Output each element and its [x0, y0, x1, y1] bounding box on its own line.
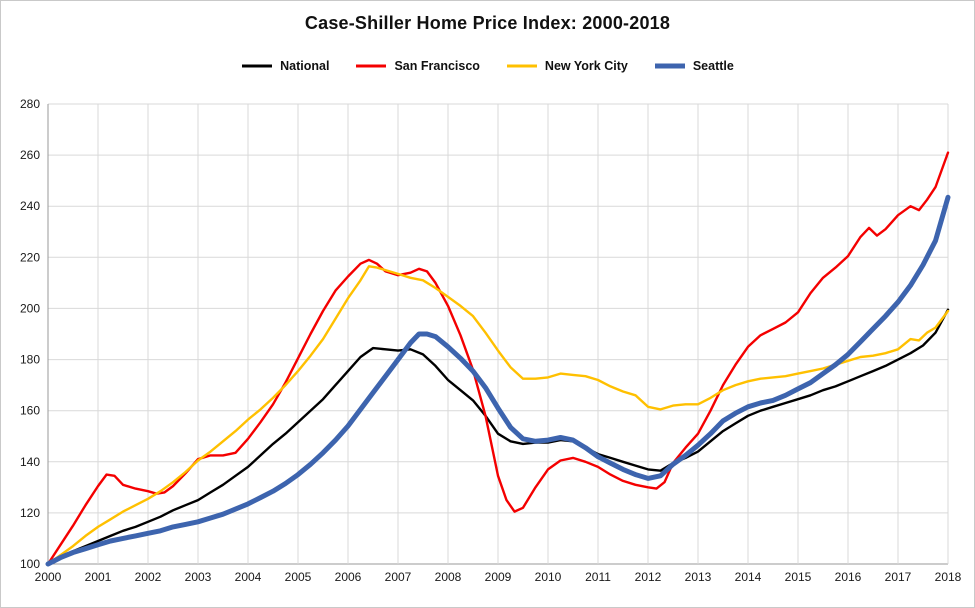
series-line-new-york-city — [46, 265, 950, 566]
chart-legend: National San Francisco New York City Seattl… — [1, 59, 974, 73]
y-tick-label: 100 — [20, 557, 40, 571]
chart-title: Case-Shiller Home Price Index: 2000-2018 — [304, 13, 671, 33]
x-tick-label: 2009 — [485, 570, 512, 584]
legend-swatch-seattle — [654, 63, 685, 69]
legend-label-seattle: Seattle — [692, 59, 734, 73]
x-tick-label: 2002 — [135, 570, 162, 584]
x-tick-label: 2017 — [885, 570, 912, 584]
x-tick-label: 2001 — [85, 570, 112, 584]
y-tick-label: 220 — [20, 250, 40, 264]
y-tick-label: 240 — [20, 199, 40, 213]
legend-item-san-francisco: San Francisco — [355, 59, 480, 73]
chart-plot-area: 100 120 140 160 180 200 220 240 260 280 2000 2001 20… — [20, 97, 962, 584]
series-line-national — [46, 308, 950, 566]
x-tick-label: 2003 — [185, 570, 212, 584]
legend-label-san-francisco: San Francisco — [394, 59, 480, 73]
x-tick-label: 2012 — [635, 570, 662, 584]
x-tick-label: 2015 — [785, 570, 812, 584]
x-tick-label: 2014 — [735, 570, 762, 584]
series-line-seattle — [45, 194, 951, 567]
y-tick-label: 120 — [20, 506, 40, 520]
y-tick-label: 200 — [20, 301, 40, 315]
y-tick-label: 260 — [20, 148, 40, 162]
legend-label-new-york-city: New York City — [544, 59, 628, 73]
y-tick-label: 160 — [20, 404, 40, 418]
x-tick-label: 2000 — [35, 570, 62, 584]
legend-item-national: National — [241, 59, 329, 73]
x-tick-label: 2004 — [235, 570, 262, 584]
legend-item-seattle: Seattle — [654, 59, 734, 73]
x-tick-label: 2011 — [585, 570, 611, 584]
x-tick-label: 2006 — [335, 570, 362, 584]
legend-item-new-york-city: New York City — [506, 59, 628, 73]
x-tick-label: 2007 — [385, 570, 412, 584]
x-tick-label: 2010 — [535, 570, 562, 584]
x-tick-label: 2013 — [685, 570, 712, 584]
x-tick-label: 2008 — [435, 570, 462, 584]
legend-swatch-national — [242, 64, 273, 68]
y-tick-label: 180 — [20, 353, 40, 367]
x-tick-label: 2005 — [285, 570, 312, 584]
y-tick-label: 280 — [20, 97, 40, 111]
x-tick-label: 2018 — [935, 570, 962, 584]
legend-swatch-new-york-city — [506, 64, 537, 68]
legend-label-national: National — [280, 59, 330, 73]
y-tick-label: 140 — [20, 455, 40, 469]
x-tick-label: 2016 — [835, 570, 862, 584]
legend-swatch-san-francisco — [356, 64, 387, 68]
